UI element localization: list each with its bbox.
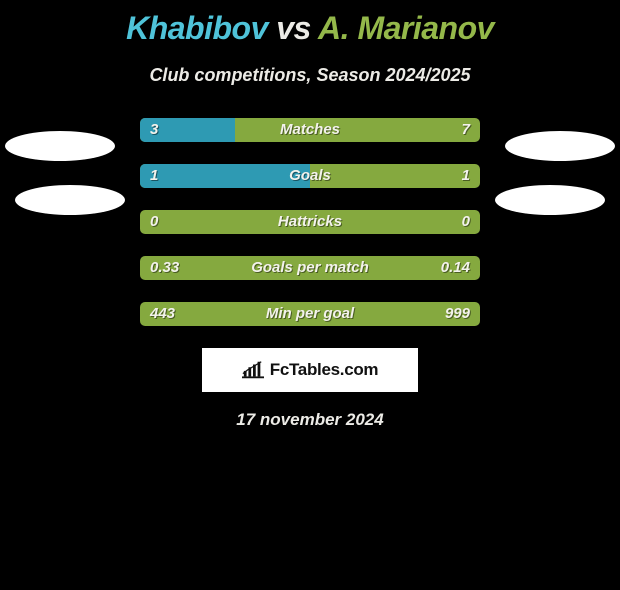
date-text: 17 november 2024: [0, 410, 620, 430]
brand-text: FcTables.com: [270, 360, 379, 380]
stat-value-right: 0: [462, 210, 470, 234]
player1-flag-placeholder: [15, 185, 125, 215]
bar-chart-icon: [242, 361, 264, 379]
stat-value-right: 7: [462, 118, 470, 142]
stat-bar: 443Min per goal999: [140, 302, 480, 326]
brand-box[interactable]: FcTables.com: [202, 348, 418, 392]
player1-badge-placeholder: [5, 131, 115, 161]
player2-badge-placeholder: [505, 131, 615, 161]
stat-bar: 0Hattricks0: [140, 210, 480, 234]
stat-value-right: 999: [445, 302, 470, 326]
stat-label: Min per goal: [140, 302, 480, 326]
player2-name: A. Marianov: [318, 10, 494, 46]
stat-label: Hattricks: [140, 210, 480, 234]
stat-label: Goals: [140, 164, 480, 188]
stats-bars: 3Matches7 1Goals1 0Hattricks0 0.33Goals per…: [140, 118, 480, 326]
stat-value-right: 1: [462, 164, 470, 188]
stat-label: Matches: [140, 118, 480, 142]
subtitle: Club competitions, Season 2024/2025: [0, 65, 620, 86]
stat-value-right: 0.14: [441, 256, 470, 280]
stat-label: Goals per match: [140, 256, 480, 280]
stat-bar: 3Matches7: [140, 118, 480, 142]
stat-bar: 1Goals1: [140, 164, 480, 188]
title-vs: vs: [276, 10, 311, 46]
player2-flag-placeholder: [495, 185, 605, 215]
player1-name: Khabibov: [126, 10, 268, 46]
stat-bar: 0.33Goals per match0.14: [140, 256, 480, 280]
comparison-title: Khabibov vs A. Marianov: [0, 10, 620, 47]
